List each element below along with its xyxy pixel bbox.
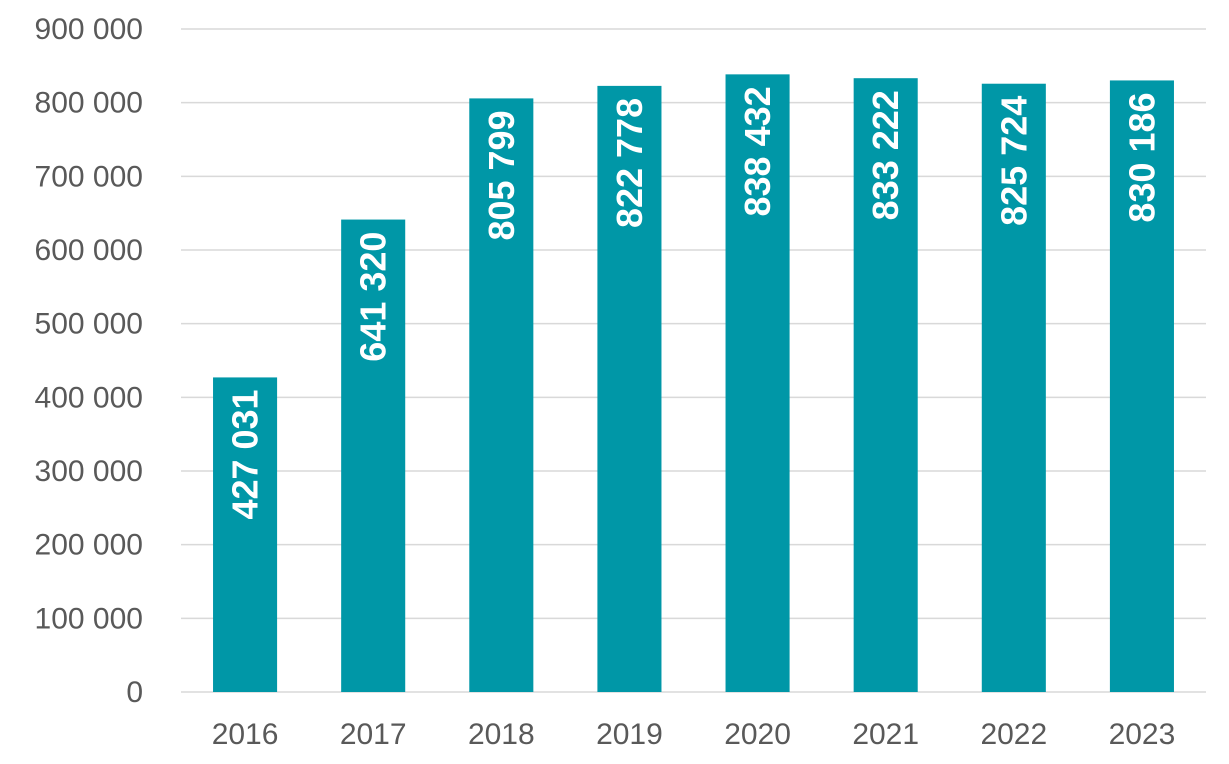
x-tick-label: 2018 [468, 718, 535, 751]
y-tick-label: 0 [126, 676, 143, 709]
x-tick-label: 2020 [724, 718, 791, 751]
bar-2021 [853, 78, 918, 693]
gridlines [181, 28, 1206, 693]
bar-2018 [469, 98, 534, 693]
data-label: 825 724 [993, 96, 1034, 226]
x-tick-label: 2019 [596, 718, 663, 751]
data-label: 830 186 [1121, 92, 1162, 222]
bar-2020 [725, 74, 790, 692]
y-tick-label: 200 000 [35, 529, 143, 562]
x-tick-label: 2016 [212, 718, 279, 751]
bars [213, 74, 1174, 693]
data-labels: 427 031 641 320 805 799 822 778 838 432 833 2… [225, 86, 1163, 519]
y-tick-label: 800 000 [35, 87, 143, 120]
data-label: 838 432 [737, 86, 778, 216]
x-tick-label: 2022 [980, 718, 1047, 751]
data-label: 822 778 [609, 98, 650, 228]
x-axis-tick-labels: 2016 2017 2018 2019 2020 2021 2022 2023 [212, 718, 1176, 751]
bar-2016 [213, 377, 278, 692]
x-tick-label: 2021 [852, 718, 919, 751]
data-label: 641 320 [353, 232, 394, 362]
x-tick-label: 2023 [1109, 718, 1176, 751]
data-label: 805 799 [481, 110, 522, 240]
y-tick-label: 900 000 [35, 13, 143, 46]
y-tick-label: 500 000 [35, 308, 143, 341]
y-axis-tick-labels: 0 100 000 200 000 300 000 400 000 500 000 600 … [35, 13, 143, 709]
y-tick-label: 300 000 [35, 455, 143, 488]
bar-2019 [597, 85, 662, 693]
bar-2022 [981, 83, 1046, 692]
y-tick-label: 400 000 [35, 381, 143, 414]
y-tick-label: 700 000 [35, 160, 143, 193]
x-tick-label: 2017 [340, 718, 407, 751]
bar-2017 [341, 219, 406, 693]
y-tick-label: 600 000 [35, 234, 143, 267]
data-label: 427 031 [225, 389, 266, 519]
y-tick-label: 100 000 [35, 602, 143, 635]
bar-2023 [1109, 80, 1174, 693]
data-label: 833 222 [865, 90, 906, 220]
